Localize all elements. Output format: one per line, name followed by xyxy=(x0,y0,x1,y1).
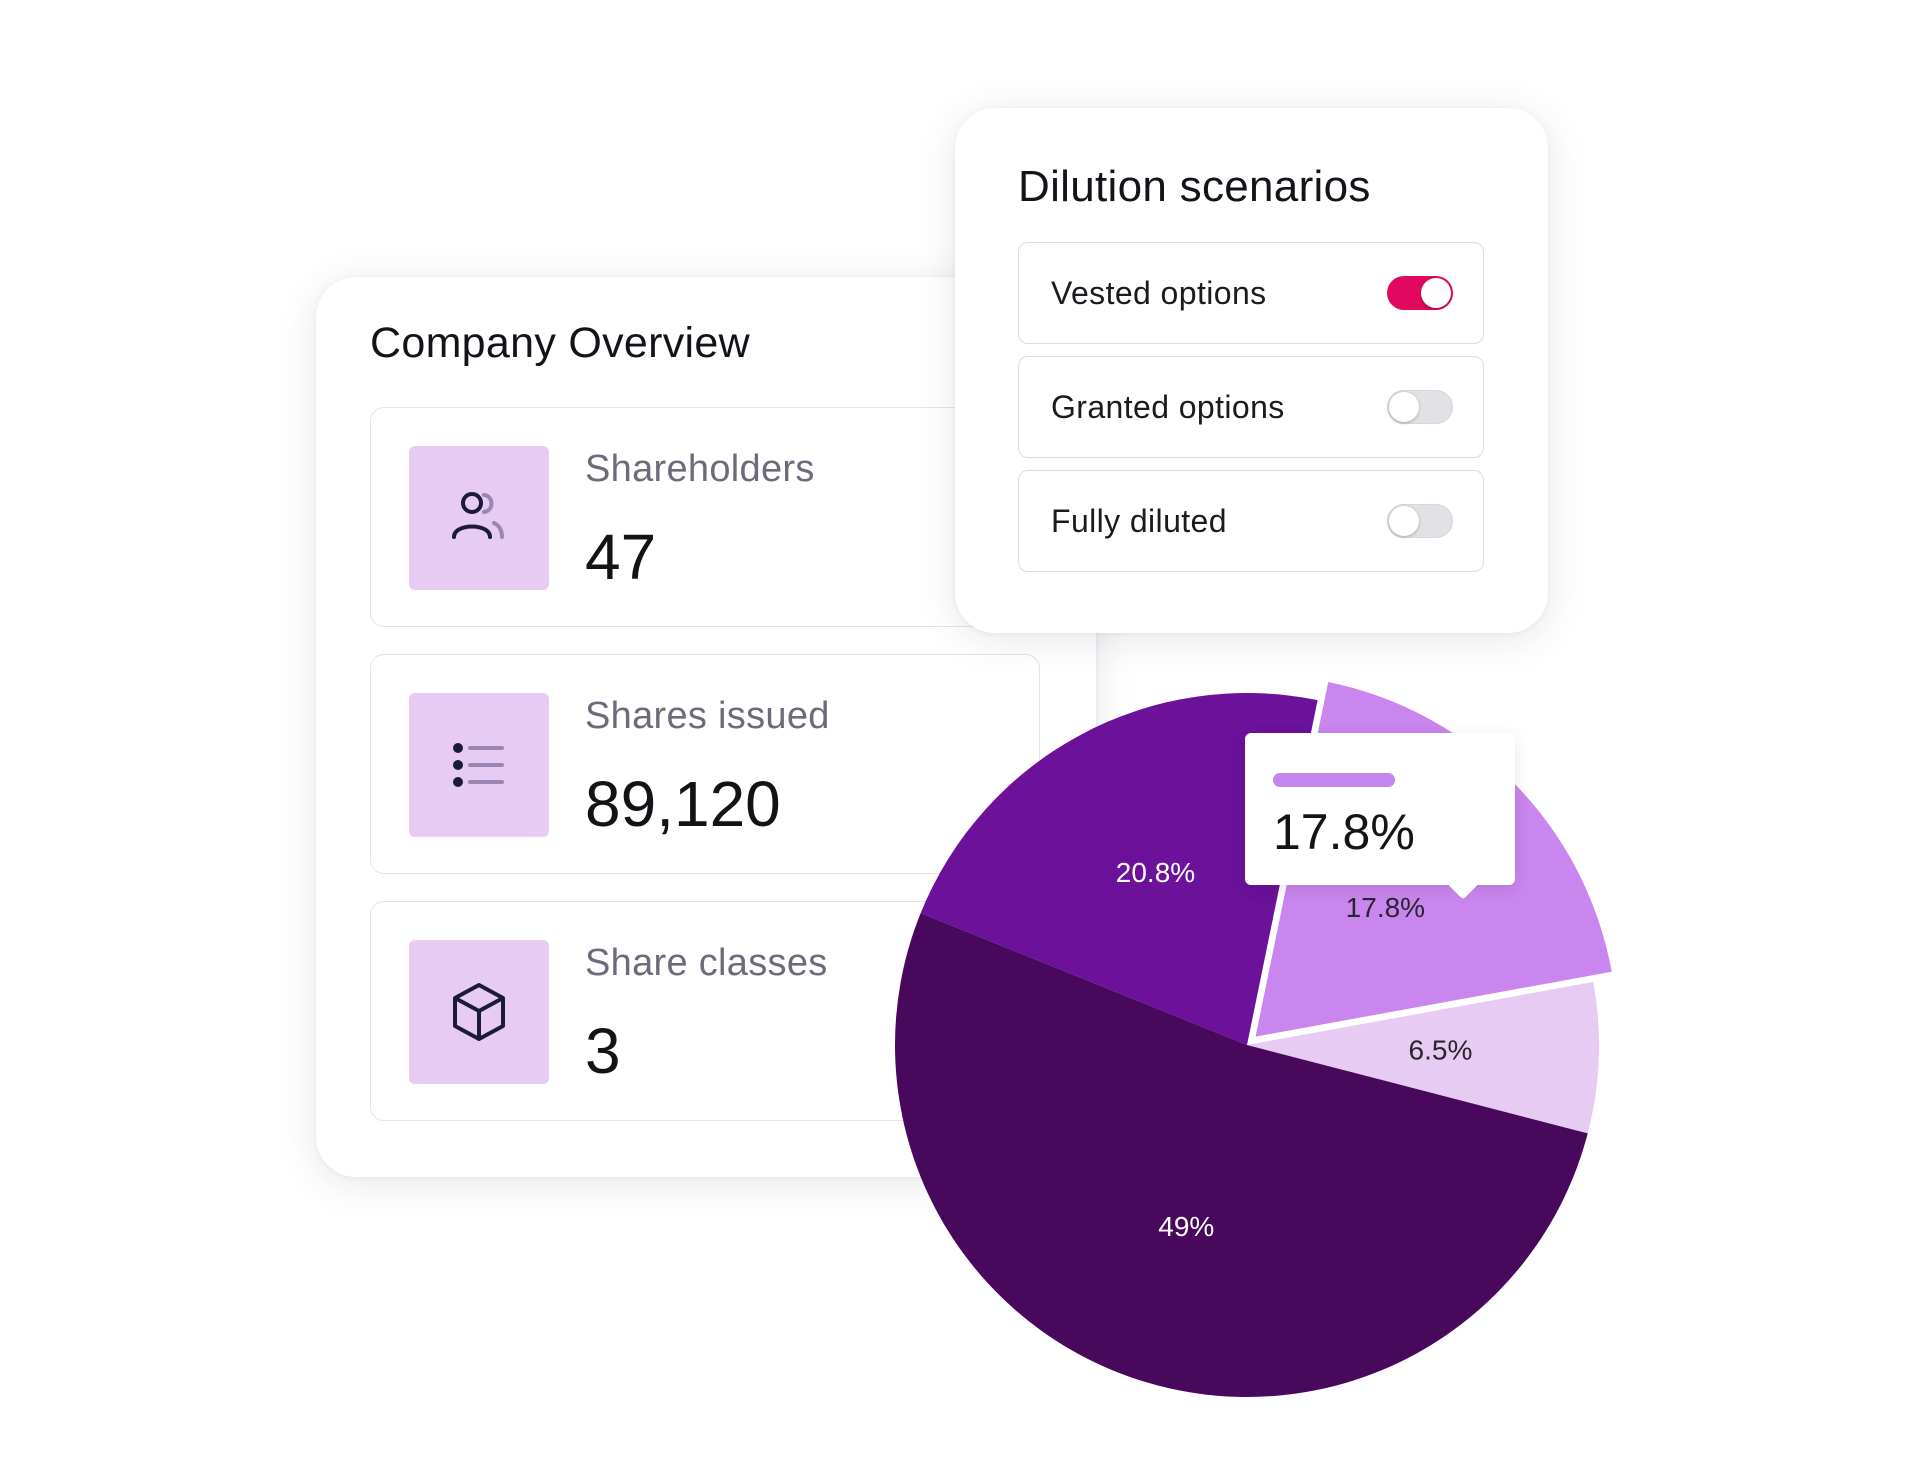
share-classes-value: 3 xyxy=(585,1015,621,1087)
share-classes-label: Share classes xyxy=(585,942,828,984)
pie-tooltip: 17.8% xyxy=(1245,733,1515,900)
tooltip-value: 17.8% xyxy=(1273,804,1415,860)
pie-slice-label: 49% xyxy=(1158,1211,1214,1242)
shares-issued-label: Shares issued xyxy=(585,695,830,737)
pie-slice[interactable] xyxy=(920,692,1318,1045)
vested-options-toggle[interactable] xyxy=(1387,276,1453,310)
company-overview-title: Company Overview xyxy=(370,319,750,367)
shares-issued-stat-card[interactable]: Shares issued 89,120 xyxy=(370,654,1040,874)
fully-diluted-row: Fully diluted xyxy=(1018,470,1484,572)
dilution-scenarios-card: Dilution scenarios Vested options Grante… xyxy=(955,108,1548,633)
toggle-knob xyxy=(1389,392,1419,422)
fully-diluted-toggle[interactable] xyxy=(1387,504,1453,538)
pie-slice-label: 20.8% xyxy=(1116,857,1195,888)
toggle-knob xyxy=(1389,506,1419,536)
vested-options-label: Vested options xyxy=(1051,275,1267,311)
fully-diluted-label: Fully diluted xyxy=(1051,503,1227,539)
dilution-scenarios-title: Dilution scenarios xyxy=(1018,162,1371,211)
shareholders-value: 47 xyxy=(585,521,657,593)
granted-options-label: Granted options xyxy=(1051,389,1285,425)
shareholders-stat-card[interactable]: Shareholders 47 xyxy=(370,407,1040,627)
vested-options-row: Vested options xyxy=(1018,242,1484,344)
shareholders-label: Shareholders xyxy=(585,448,815,490)
users-icon xyxy=(409,446,549,590)
granted-options-row: Granted options xyxy=(1018,356,1484,458)
toggle-knob xyxy=(1421,278,1451,308)
shares-issued-value: 89,120 xyxy=(585,768,781,840)
pie-slice[interactable] xyxy=(1247,981,1600,1134)
tooltip-color-bar xyxy=(1273,773,1395,787)
granted-options-toggle[interactable] xyxy=(1387,390,1453,424)
cube-icon xyxy=(409,940,549,1084)
pie-slice-label: 6.5% xyxy=(1409,1035,1473,1066)
pie-slice[interactable] xyxy=(894,913,1588,1398)
list-icon xyxy=(409,693,549,837)
pie-slice-label: 17.8% xyxy=(1346,892,1425,923)
